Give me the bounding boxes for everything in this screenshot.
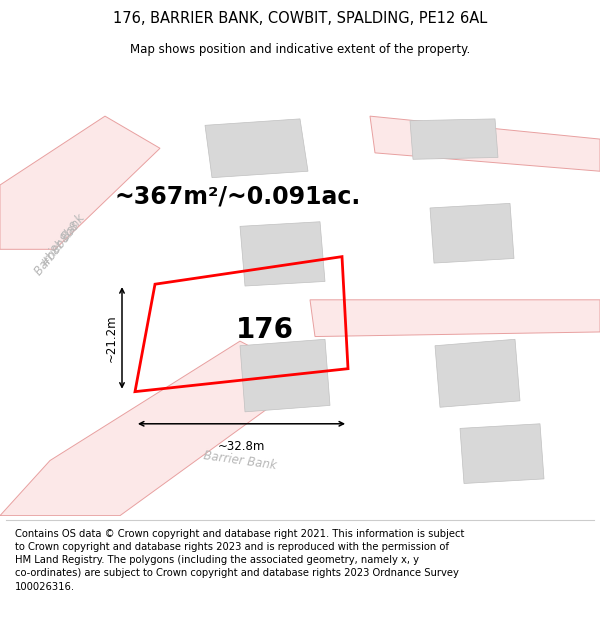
Text: Map shows position and indicative extent of the property.: Map shows position and indicative extent…: [130, 42, 470, 56]
Text: Contains OS data © Crown copyright and database right 2021. This information is : Contains OS data © Crown copyright and d…: [15, 529, 464, 591]
Text: #b8b8b8: #b8b8b8: [38, 219, 82, 271]
Polygon shape: [410, 119, 498, 159]
Polygon shape: [430, 203, 514, 263]
Text: ~367m²/~0.091ac.: ~367m²/~0.091ac.: [115, 184, 361, 208]
Text: Barrier Bank: Barrier Bank: [32, 212, 88, 278]
Polygon shape: [240, 339, 330, 412]
Text: ~32.8m: ~32.8m: [218, 441, 265, 453]
Text: ~21.2m: ~21.2m: [105, 314, 118, 362]
Polygon shape: [240, 222, 325, 286]
Polygon shape: [310, 300, 600, 336]
Polygon shape: [0, 341, 310, 516]
Polygon shape: [0, 116, 160, 249]
Polygon shape: [205, 119, 308, 178]
Text: Barrier Bank: Barrier Bank: [203, 449, 277, 472]
Polygon shape: [370, 116, 600, 171]
Polygon shape: [460, 424, 544, 484]
Text: 176: 176: [236, 316, 294, 344]
Polygon shape: [435, 339, 520, 408]
Text: 176, BARRIER BANK, COWBIT, SPALDING, PE12 6AL: 176, BARRIER BANK, COWBIT, SPALDING, PE1…: [113, 11, 487, 26]
